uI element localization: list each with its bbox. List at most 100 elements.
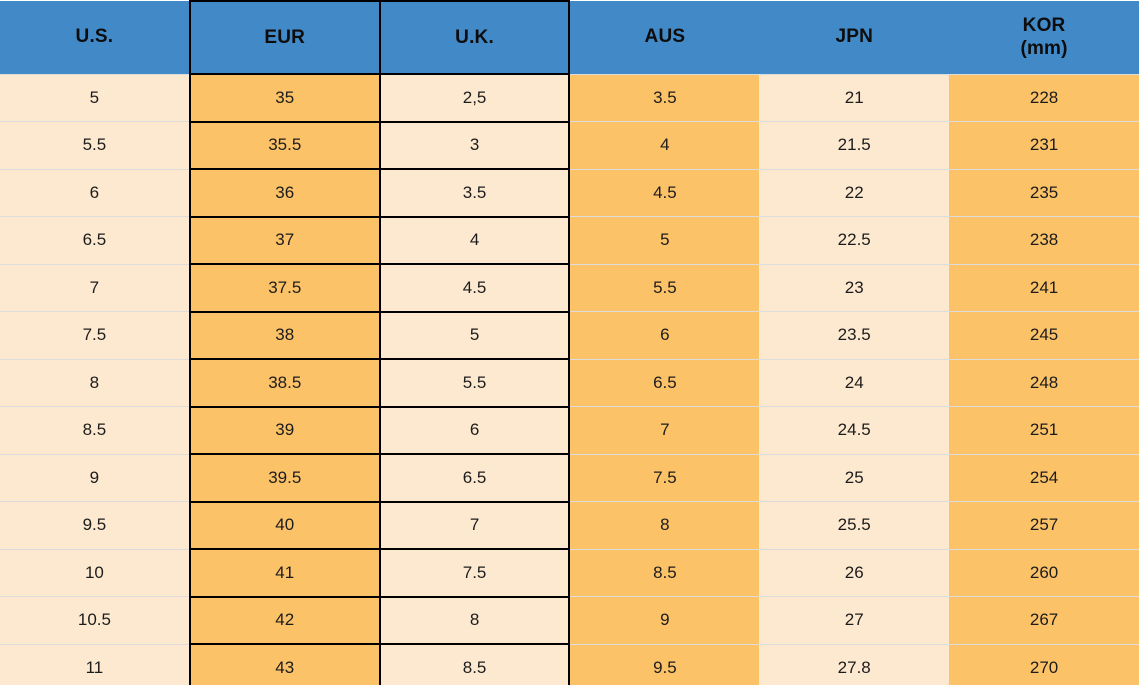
cell-aus: 3.5 — [569, 73, 760, 122]
table-row: 5.5 35.5 3 4 21.5 231 — [0, 120, 1139, 169]
cell-aus: 5 — [569, 216, 760, 264]
cell-uk: 3.5 — [378, 168, 571, 217]
cell-us: 9.5 — [0, 501, 190, 549]
cell-us: 5.5 — [0, 121, 190, 169]
column-header-jpn: JPN — [759, 1, 950, 74]
column-header-uk: U.K. — [378, 0, 571, 75]
table-row: 10.5 42 8 9 27 267 — [0, 595, 1139, 644]
cell-jpn: 22 — [759, 168, 950, 217]
cell-aus: 7 — [569, 406, 760, 454]
cell-kor: 235 — [949, 168, 1139, 217]
table-row: 8 38.5 5.5 6.5 24 248 — [0, 358, 1139, 407]
cell-aus: 8 — [569, 501, 760, 549]
table-row: 9.5 40 7 8 25.5 257 — [0, 500, 1139, 549]
cell-aus: 6 — [569, 311, 760, 359]
table-row: 10 41 7.5 8.5 26 260 — [0, 548, 1139, 597]
table-row: 8.5 39 6 7 24.5 251 — [0, 405, 1139, 454]
cell-uk: 7.5 — [378, 548, 571, 597]
cell-uk: 5 — [378, 310, 571, 359]
cell-jpn: 27 — [759, 596, 950, 644]
cell-uk: 5.5 — [378, 358, 571, 407]
cell-us: 11 — [0, 643, 190, 685]
cell-jpn: 21 — [759, 73, 950, 122]
column-header-jpn-label: JPN — [835, 26, 873, 48]
column-header-kor: KOR (mm) — [949, 1, 1139, 74]
cell-kor: 257 — [949, 501, 1139, 549]
cell-us: 5 — [0, 73, 190, 122]
cell-eur: 39 — [188, 405, 381, 454]
cell-kor: 228 — [949, 73, 1139, 122]
cell-us: 6.5 — [0, 216, 190, 264]
cell-eur: 37 — [188, 215, 381, 264]
table-row: 5 35 2,5 3.5 21 228 — [0, 73, 1139, 122]
cell-eur: 42 — [188, 595, 381, 644]
table-row: 9 39.5 6.5 7.5 25 254 — [0, 453, 1139, 502]
column-header-uk-label: U.K. — [455, 26, 494, 48]
cell-eur: 35 — [188, 73, 381, 122]
cell-aus: 5.5 — [569, 263, 760, 312]
cell-jpn: 21.5 — [759, 121, 950, 169]
cell-eur: 35.5 — [188, 120, 381, 169]
cell-kor: 270 — [949, 643, 1139, 685]
cell-jpn: 24 — [759, 358, 950, 407]
cell-uk: 8 — [378, 595, 571, 644]
cell-us: 10.5 — [0, 596, 190, 644]
cell-kor: 254 — [949, 453, 1139, 502]
cell-aus: 4.5 — [569, 168, 760, 217]
column-header-eur-label: EUR — [264, 26, 306, 48]
cell-jpn: 24.5 — [759, 406, 950, 454]
header-row: U.S. EUR U.K. AUS JPN KOR (mm) — [0, 0, 1139, 75]
cell-eur: 41 — [188, 548, 381, 597]
cell-us: 9 — [0, 453, 190, 502]
cell-uk: 6 — [378, 405, 571, 454]
cell-eur: 38.5 — [188, 358, 381, 407]
cell-aus: 6.5 — [569, 358, 760, 407]
cell-eur: 43 — [188, 643, 381, 685]
table-row: 6.5 37 4 5 22.5 238 — [0, 215, 1139, 264]
cell-us: 8 — [0, 358, 190, 407]
cell-uk: 4.5 — [378, 263, 571, 312]
cell-kor: 231 — [949, 121, 1139, 169]
cell-aus: 7.5 — [569, 453, 760, 502]
cell-kor: 241 — [949, 263, 1139, 312]
column-header-us-label: U.S. — [75, 26, 114, 48]
column-header-us: U.S. — [0, 1, 190, 74]
cell-aus: 4 — [569, 121, 760, 169]
cell-jpn: 26 — [759, 548, 950, 597]
cell-us: 7 — [0, 263, 190, 312]
cell-uk: 4 — [378, 215, 571, 264]
column-header-aus-label: AUS — [644, 26, 686, 48]
cell-uk: 7 — [378, 500, 571, 549]
cell-eur: 39.5 — [188, 453, 381, 502]
table-body: 5 35 2,5 3.5 21 228 5.5 35.5 3 4 21.5 231 6 36 3.5 4.5 2… — [0, 73, 1139, 685]
table-row: 7.5 38 5 6 23.5 245 — [0, 310, 1139, 359]
cell-eur: 37.5 — [188, 263, 381, 312]
cell-kor: 245 — [949, 311, 1139, 359]
cell-aus: 9.5 — [569, 643, 760, 685]
cell-kor: 238 — [949, 216, 1139, 264]
cell-kor: 251 — [949, 406, 1139, 454]
cell-kor: 267 — [949, 596, 1139, 644]
cell-jpn: 25.5 — [759, 501, 950, 549]
table-header: U.S. EUR U.K. AUS JPN KOR (mm) — [0, 0, 1139, 75]
cell-kor: 260 — [949, 548, 1139, 597]
cell-eur: 38 — [188, 310, 381, 359]
cell-uk: 6.5 — [378, 453, 571, 502]
cell-uk: 8.5 — [378, 643, 571, 685]
cell-jpn: 23 — [759, 263, 950, 312]
table-row: 7 37.5 4.5 5.5 23 241 — [0, 263, 1139, 312]
cell-kor: 248 — [949, 358, 1139, 407]
column-header-kor-unit: (mm) — [1020, 37, 1068, 59]
cell-us: 6 — [0, 168, 190, 217]
table-row: 11 43 8.5 9.5 27.8 270 — [0, 643, 1139, 685]
cell-jpn: 23.5 — [759, 311, 950, 359]
cell-jpn: 22.5 — [759, 216, 950, 264]
cell-us: 8.5 — [0, 406, 190, 454]
cell-aus: 9 — [569, 596, 760, 644]
column-header-aus: AUS — [569, 1, 760, 74]
table-row: 6 36 3.5 4.5 22 235 — [0, 168, 1139, 217]
cell-us: 10 — [0, 548, 190, 597]
cell-us: 7.5 — [0, 311, 190, 359]
